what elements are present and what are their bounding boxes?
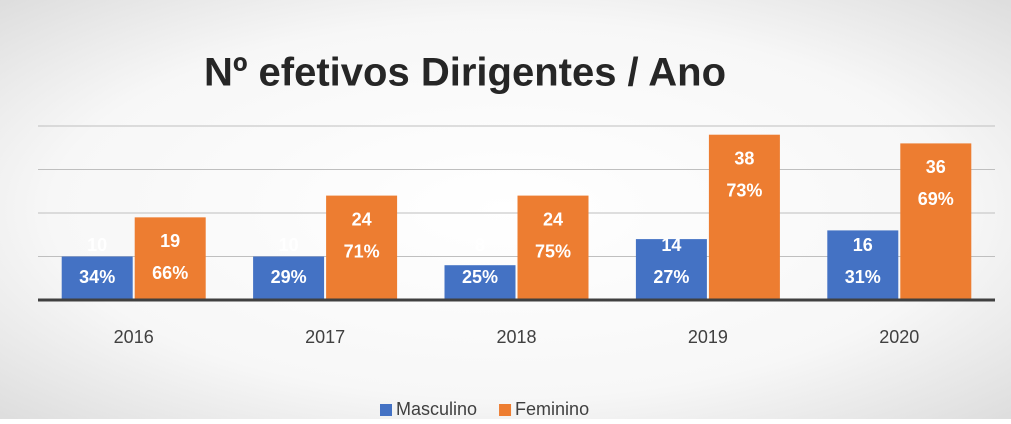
legend-swatch xyxy=(499,404,512,416)
percent-label: 27% xyxy=(653,267,689,287)
x-tick-label: 2019 xyxy=(688,327,728,347)
bar xyxy=(708,134,780,300)
percent-label: 75% xyxy=(535,241,571,261)
bar xyxy=(444,265,516,300)
percent-label: 66% xyxy=(152,263,188,283)
bar xyxy=(517,195,589,300)
x-tick-label: 2020 xyxy=(879,327,919,347)
data-label: 38 xyxy=(734,148,754,168)
x-tick-label: 2017 xyxy=(305,327,345,347)
legend-swatch xyxy=(380,404,392,416)
data-label: 24 xyxy=(543,209,563,229)
x-tick-label: 2018 xyxy=(496,327,536,347)
data-label: 10 xyxy=(279,235,299,255)
legend-label: Feminino xyxy=(515,399,589,419)
bar xyxy=(326,195,398,300)
bar xyxy=(635,239,707,300)
percent-label: 73% xyxy=(726,180,762,200)
percent-label: 25% xyxy=(462,267,498,287)
bar xyxy=(61,256,133,300)
bar xyxy=(134,217,206,300)
bar xyxy=(827,230,899,300)
data-label: 19 xyxy=(160,231,180,251)
data-label: 10 xyxy=(87,235,107,255)
percent-label: 31% xyxy=(845,267,881,287)
data-label: 36 xyxy=(926,157,946,177)
percent-label: 29% xyxy=(271,267,307,287)
data-label: 24 xyxy=(352,209,372,229)
chart-title: Nº efetivos Dirigentes / Ano xyxy=(204,51,726,95)
data-label: 14 xyxy=(661,235,681,255)
data-label: 16 xyxy=(853,235,873,255)
x-tick-label: 2016 xyxy=(114,327,154,347)
data-label: 8 xyxy=(475,235,485,255)
bar xyxy=(253,256,325,300)
legend-label: Masculino xyxy=(396,399,477,419)
percent-label: 69% xyxy=(918,189,954,209)
percent-label: 71% xyxy=(344,241,380,261)
bar xyxy=(900,143,972,300)
percent-label: 34% xyxy=(79,267,115,287)
